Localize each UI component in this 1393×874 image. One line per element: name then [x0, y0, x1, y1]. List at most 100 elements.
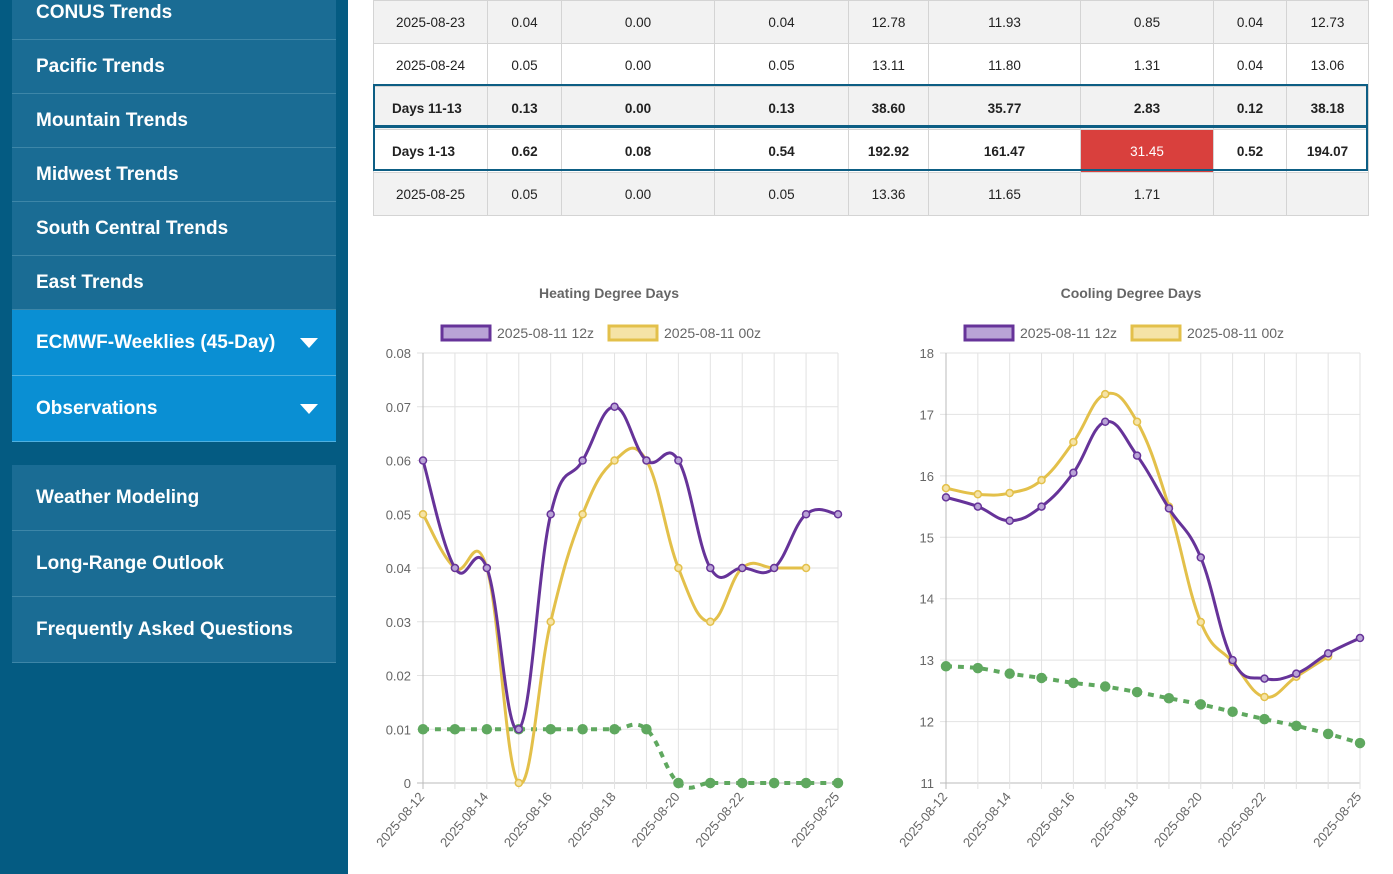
- caret-down-icon: [300, 337, 318, 348]
- data-point: [941, 493, 951, 502]
- y-tick-label: 17: [920, 407, 934, 422]
- data-point: [1355, 633, 1365, 643]
- data-point: [973, 502, 983, 511]
- y-tick-label: 0.07: [386, 400, 411, 415]
- data-point: [1037, 502, 1046, 511]
- y-tick-label: 14: [920, 592, 934, 607]
- data-point: [482, 563, 492, 573]
- table-cell: 11.93: [928, 0, 1081, 44]
- nav-long-range-outlook[interactable]: Long-Range Outlook: [12, 531, 336, 597]
- sidebar: CONUS Trends Pacific Trends Mountain Tre…: [0, 0, 348, 874]
- table-cell: [1213, 172, 1287, 216]
- y-tick-label: 0.02: [386, 669, 411, 684]
- table-cell: 0.04: [1213, 43, 1287, 87]
- nav-label: Long-Range Outlook: [36, 552, 224, 574]
- table-cell: 192.92: [848, 129, 929, 173]
- data-point: [736, 777, 748, 789]
- table-cell: 0.00: [561, 0, 715, 44]
- nav-label: Observations: [36, 397, 158, 419]
- table-cell: 0.12: [1213, 86, 1287, 130]
- y-tick-label: 13: [920, 653, 934, 668]
- data-point: [800, 777, 812, 789]
- nav-midwest-trends[interactable]: Midwest Trends: [12, 148, 336, 202]
- data-point: [673, 777, 684, 789]
- x-tick-label: 2025-08-20: [1151, 789, 1205, 850]
- data-point: [972, 662, 984, 674]
- nav-pacific-trends[interactable]: Pacific Trends: [12, 40, 336, 94]
- table-cell: 0.62: [487, 129, 562, 173]
- x-tick-label: 2025-08-18: [565, 789, 619, 850]
- nav-label: Midwest Trends: [36, 163, 179, 185]
- nav-label: CONUS Trends: [36, 2, 173, 23]
- y-tick-label: 0.05: [386, 507, 411, 522]
- y-tick-label: 0: [404, 776, 411, 791]
- data-point: [418, 456, 428, 465]
- table-summary-row: Days 1-13 0.62 0.08 0.54 192.92 161.47 31.45 0.…: [373, 129, 1369, 173]
- table-cell: 1.31: [1080, 43, 1214, 87]
- nav-east-trends[interactable]: East Trends: [12, 256, 336, 310]
- data-point: [1195, 699, 1207, 710]
- table-cell: 11.80: [928, 43, 1081, 87]
- y-tick-label: 0.06: [386, 454, 411, 469]
- data-point: [674, 456, 683, 465]
- data-point: [801, 563, 811, 573]
- nav-conus-trends[interactable]: CONUS Trends: [12, 0, 336, 40]
- table-cell: 11.65: [928, 172, 1081, 216]
- table-summary-row: Days 11-13 0.13 0.00 0.13 38.60 35.77 2.83 0.12…: [373, 86, 1369, 130]
- nav-label: Mountain Trends: [36, 109, 188, 131]
- table-cell: 0.05: [714, 172, 849, 216]
- nav-label: Frequently Asked Questions: [36, 618, 293, 640]
- data-point: [833, 510, 843, 519]
- nav-faq[interactable]: Frequently Asked Questions: [12, 597, 336, 663]
- data-point: [417, 724, 429, 735]
- y-tick-label: 0.03: [386, 615, 411, 630]
- table-cell: Days 11-13: [373, 86, 488, 130]
- table-cell: 0.00: [561, 172, 715, 216]
- y-tick-label: 12: [920, 715, 934, 730]
- x-tick-label: 2025-08-16: [501, 789, 555, 850]
- y-tick-label: 18: [920, 346, 934, 361]
- data-point: [1069, 468, 1078, 478]
- nav-mountain-trends[interactable]: Mountain Trends: [12, 94, 336, 148]
- data-point: [1069, 437, 1078, 447]
- table-cell: 0.52: [1213, 129, 1287, 173]
- x-tick-label: 2025-08-25: [788, 789, 842, 850]
- table-row: 2025-08-24 0.05 0.00 0.05 13.11 11.80 1.31 0.04…: [373, 43, 1369, 87]
- table-cell: 0.08: [561, 129, 715, 173]
- table-row: 2025-08-25 0.05 0.00 0.05 13.36 11.65 1.71: [373, 172, 1369, 216]
- data-point: [1260, 692, 1269, 702]
- nav-observations-dropdown[interactable]: Observations: [12, 376, 336, 442]
- data-point: [610, 402, 619, 411]
- data-point: [641, 724, 652, 735]
- data-point: [1323, 649, 1333, 658]
- data-point: [768, 777, 780, 789]
- data-point: [973, 490, 983, 499]
- table-cell: 1.71: [1080, 172, 1214, 216]
- nav-south-central-trends[interactable]: South Central Trends: [12, 202, 336, 256]
- table-cell: 13.11: [848, 43, 929, 87]
- data-point: [706, 617, 715, 626]
- table-cell: 0.00: [561, 86, 715, 130]
- table-cell: [1286, 172, 1369, 216]
- data-point: [578, 510, 587, 519]
- data-point: [1004, 668, 1015, 679]
- legend-label: 2025-08-11 00z: [1187, 325, 1284, 341]
- table-cell: 0.04: [714, 0, 849, 44]
- legend-label: 2025-08-11 12z: [497, 325, 594, 341]
- y-tick-label: 0.04: [386, 561, 411, 576]
- y-tick-label: 11: [921, 776, 935, 791]
- data-point: [514, 725, 524, 734]
- data-point: [1068, 677, 1079, 689]
- data-point: [706, 563, 715, 573]
- table-cell: 35.77: [928, 86, 1081, 130]
- nav-ecmwf-weeklies-dropdown[interactable]: ECMWF-Weeklies (45-Day): [12, 310, 336, 376]
- data-point: [1196, 617, 1206, 627]
- data-point: [1228, 655, 1237, 665]
- data-point: [1260, 674, 1269, 683]
- legend-swatch: [963, 324, 1015, 342]
- resources-nav: Weather Modeling Long-Range Outlook Freq…: [12, 465, 336, 663]
- data-point: [1132, 417, 1142, 427]
- nav-weather-modeling[interactable]: Weather Modeling: [12, 465, 336, 531]
- data-point: [1099, 681, 1111, 692]
- data-point: [769, 563, 779, 573]
